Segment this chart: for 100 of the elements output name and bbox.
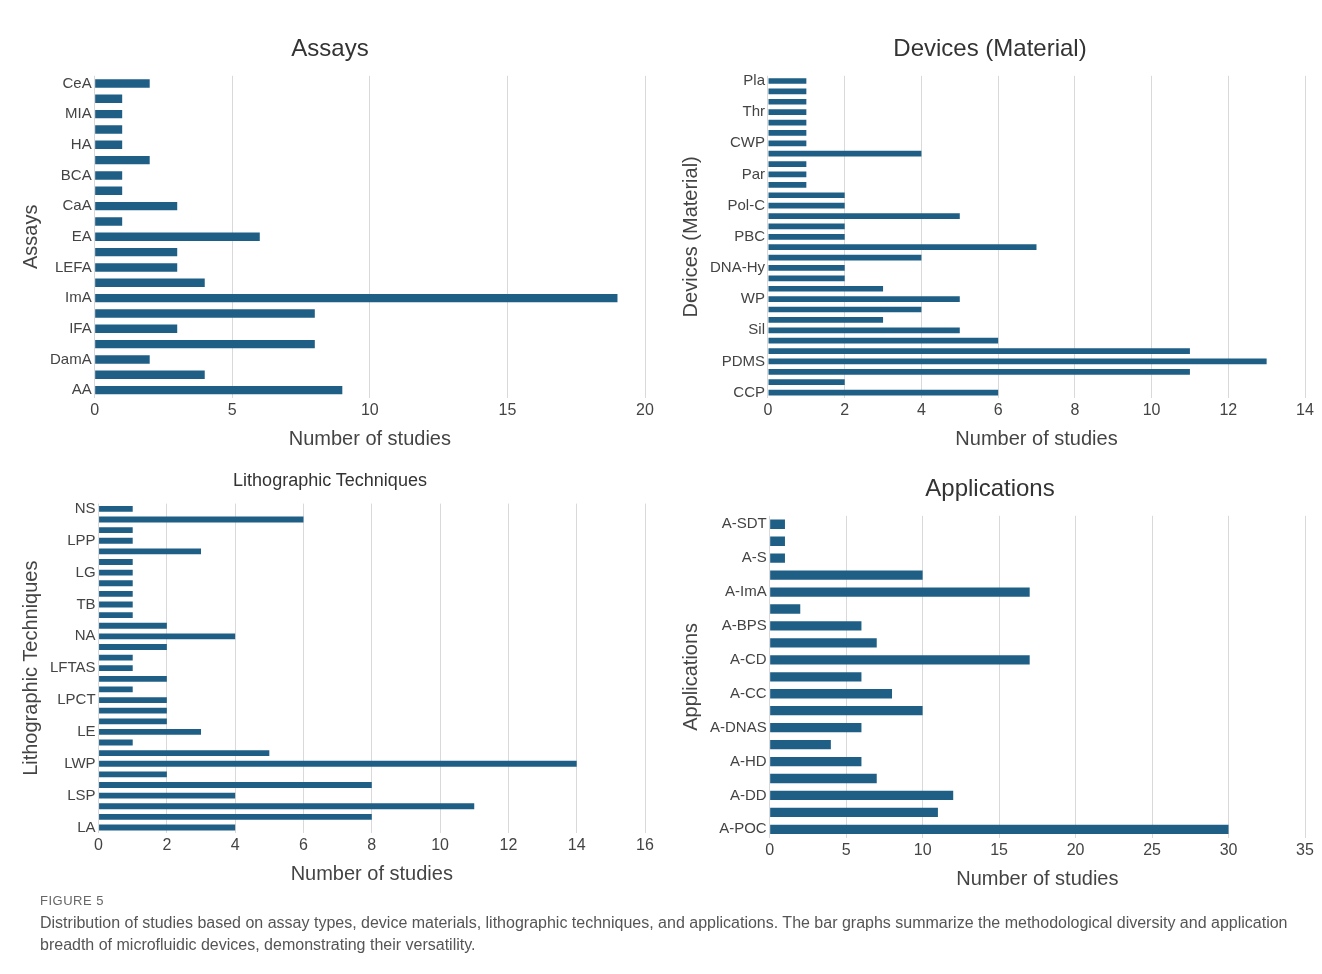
bar (99, 537, 133, 544)
bar (99, 760, 577, 767)
bar (99, 665, 133, 672)
bar (768, 213, 960, 219)
bar (95, 278, 205, 288)
y-tick-label: PDMS (721, 351, 765, 369)
bar (768, 78, 807, 84)
bar (95, 247, 178, 257)
y-tick-label: A-SDT (721, 514, 767, 532)
bar (99, 803, 475, 810)
y-tick-label: LPP (67, 530, 96, 548)
bar (770, 536, 785, 546)
y-tick-label: WP (740, 289, 765, 307)
bar (770, 570, 923, 580)
bar (768, 379, 845, 386)
y-tick-label: CCP (733, 382, 765, 400)
bar (99, 622, 167, 629)
bar (770, 604, 801, 614)
y-tick-label: CWP (730, 133, 765, 151)
x-tick-label: 10 (360, 400, 379, 418)
bar (95, 324, 178, 334)
bar (99, 813, 372, 820)
y-tick-label: IFA (69, 318, 92, 336)
bar (770, 790, 954, 801)
bar (99, 559, 133, 565)
y-tick-label: A-BPS (721, 616, 767, 634)
bar (768, 233, 845, 240)
bar (768, 109, 807, 116)
y-tick-label: A-CD (730, 649, 767, 667)
bar (99, 729, 202, 735)
bar (99, 548, 202, 555)
y-tick-label: LWP (64, 753, 96, 771)
bar (770, 519, 785, 529)
x-tick-label: 0 (94, 835, 104, 853)
bar (95, 171, 123, 180)
x-tick-label: 4 (230, 835, 240, 853)
y-tick-label: DNA-Hy (710, 258, 766, 276)
y-tick-label: BCA (60, 165, 92, 183)
y-tick-label: CaA (62, 196, 92, 214)
bar (770, 587, 1030, 597)
bar (95, 94, 123, 104)
bar (770, 706, 923, 716)
x-tick-label: 30 (1219, 840, 1238, 858)
bar (99, 697, 167, 703)
bar (770, 824, 1229, 834)
bar (99, 612, 133, 619)
caption: FIGURE 5 (40, 892, 105, 910)
bar (99, 792, 236, 799)
bar (770, 553, 785, 563)
bar (99, 644, 167, 650)
bar (99, 633, 236, 640)
x-axis-title: Number of studies (956, 866, 1119, 889)
bar (768, 327, 960, 334)
bar (95, 263, 178, 272)
bar (95, 232, 260, 242)
bar (95, 79, 150, 88)
x-tick-label: 0 (90, 400, 100, 418)
x-tick-label: 4 (916, 400, 926, 418)
y-tick-label: NA (74, 626, 96, 644)
y-tick-label: LFTAS (49, 658, 96, 676)
x-tick-label: 5 (227, 400, 237, 418)
bar (95, 109, 123, 119)
y-tick-label: ImA (65, 288, 92, 306)
y-tick-label: A-HD (730, 751, 767, 769)
bar (95, 217, 123, 226)
y-tick-label: A-DD (730, 785, 767, 803)
x-axis-title: Number of studies (290, 861, 453, 884)
y-tick-label: Par (741, 164, 765, 182)
y-tick-label: LG (75, 562, 96, 580)
bar (770, 621, 862, 631)
y-tick-label: A-CC (730, 683, 767, 701)
x-tick-label: 0 (765, 840, 775, 858)
bar (770, 672, 862, 682)
y-axis-title: Applications (678, 622, 701, 731)
x-tick-label: 8 (367, 835, 377, 853)
bar (770, 807, 938, 818)
bar (99, 590, 133, 597)
y-tick-label: A-POC (719, 819, 767, 837)
y-tick-label: Thr (742, 102, 765, 120)
x-tick-label: 10 (1142, 400, 1161, 418)
chart-title: Applications (925, 474, 1055, 502)
y-tick-label: Pol-C (727, 195, 766, 213)
bar (95, 370, 205, 380)
y-tick-label: LA (77, 817, 96, 835)
bar (768, 265, 845, 271)
x-tick-label: 16 (636, 835, 654, 853)
x-tick-label: 15 (498, 400, 517, 418)
x-tick-label: 14 (567, 835, 586, 853)
bar (95, 186, 123, 196)
bar (768, 348, 1190, 354)
x-tick-label: 10 (913, 840, 932, 858)
bar (768, 192, 845, 199)
x-tick-label: 6 (299, 835, 309, 853)
bar (95, 385, 343, 395)
y-tick-label: HA (70, 134, 92, 152)
x-tick-label: 5 (841, 840, 851, 858)
bar (95, 125, 123, 134)
y-tick-label: A-ImA (725, 582, 767, 600)
bar (95, 293, 618, 303)
x-tick-label: 6 (993, 400, 1003, 418)
